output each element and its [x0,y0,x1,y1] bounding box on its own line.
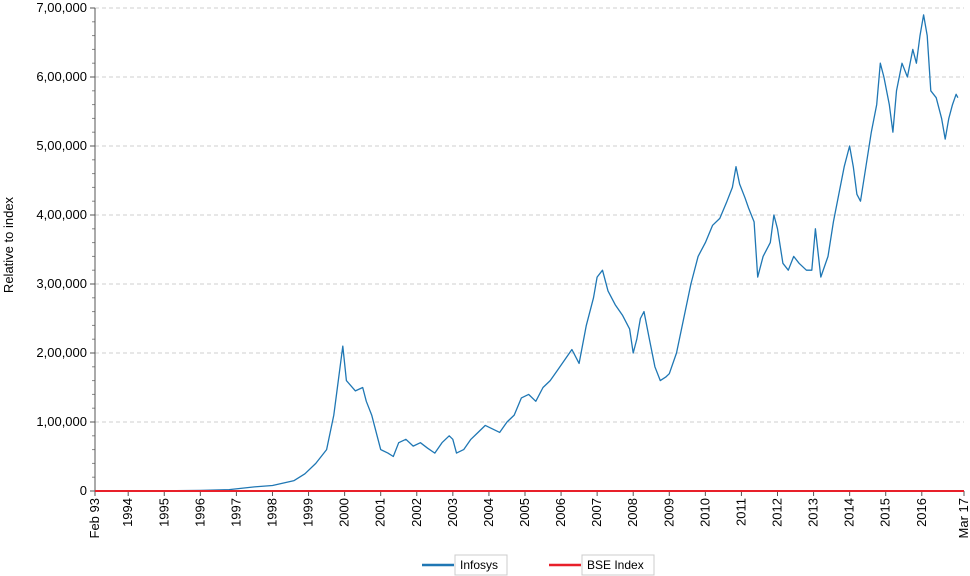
legend-item-infosys: Infosys [422,554,508,576]
y-tick-label: 2,00,000 [36,345,87,360]
series-line-infosys [94,14,959,492]
gridlines [95,7,964,423]
y-tick-label: 6,00,000 [36,69,87,84]
x-tick-label: 1995 [156,498,171,527]
x-tick-label: 2012 [770,498,785,527]
x-tick-label: 2007 [589,498,604,527]
x-tick-label: 1999 [301,498,316,527]
x-tick-label: 2014 [842,498,857,527]
legend-box-bse-index [581,554,655,576]
legend-label-infosys: Infosys [460,558,498,572]
legend-label-bse-index: BSE Index [587,558,644,572]
y-axis: 0 1,00,000 2,00,000 3,00,000 4,00,000 5,00,00… [36,0,96,498]
legend-item-bse-index: BSE Index [549,554,655,576]
x-tick-label: 2013 [806,498,821,527]
x-tick-label: Mar 17 [956,498,970,538]
x-tick-label: 2009 [661,498,676,527]
y-tick-label: 3,00,000 [36,276,87,291]
x-tick-label: 2011 [733,498,748,526]
y-tick-label: 4,00,000 [36,207,87,222]
x-tick-label: 2005 [517,498,532,527]
legend: Infosys BSE Index [422,554,655,576]
x-axis: Feb 93 1994 1995 1996 1997 1998 1999 2000 2001 20… [87,490,970,538]
series-lines [94,14,964,492]
x-tick-label: Feb 93 [87,498,102,538]
x-tick-label: 2008 [625,498,640,527]
x-tick-label: 2006 [553,498,568,527]
x-tick-label: 2016 [914,498,929,527]
x-tick-label: 2001 [373,498,388,527]
x-tick-label: 1998 [264,498,279,527]
y-axis-title: Relative to index [1,196,16,293]
legend-box-infosys [454,554,508,576]
y-tick-label: 0 [80,483,87,498]
x-tick-label: 1996 [192,498,207,527]
x-tick-label: 2015 [878,498,893,527]
y-tick-label: 5,00,000 [36,138,87,153]
y-tick-label: 7,00,000 [36,0,87,15]
x-tick-label: 2004 [481,498,496,527]
x-tick-label: 2000 [337,498,352,527]
x-tick-label: 2010 [697,498,712,527]
x-tick-label: 2003 [445,498,460,527]
y-tick-label: 1,00,000 [36,414,87,429]
x-tick-label: 1994 [120,498,135,527]
x-tick-label: 2002 [409,498,424,527]
x-tick-label: 1997 [228,498,243,527]
